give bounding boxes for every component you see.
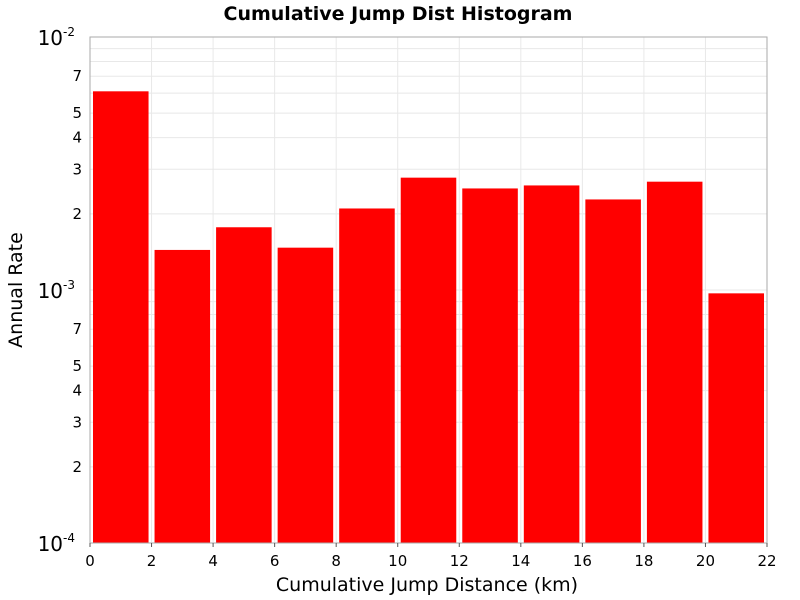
x-tick-label: 4 [208, 552, 218, 570]
x-tick-label: 8 [331, 552, 341, 570]
y-major-tick-label: 10-2 [38, 25, 75, 50]
histogram-bar [154, 249, 211, 543]
plot-border [89, 36, 768, 544]
x-tick-label: 0 [85, 552, 95, 570]
y-major-tick-label: 10-3 [38, 278, 75, 303]
x-tick-label: 16 [573, 552, 592, 570]
chart-title: Cumulative Jump Dist Histogram [224, 3, 573, 25]
histogram-bar [585, 199, 641, 543]
x-tick-label: 20 [696, 552, 715, 570]
y-minor-tick-label: 5 [72, 357, 82, 375]
x-tick-label: 18 [634, 552, 653, 570]
x-tick-label: 14 [511, 552, 530, 570]
x-axis-label: Cumulative Jump Distance (km) [276, 574, 578, 596]
histogram-bar [708, 293, 764, 543]
histogram-bar [462, 188, 518, 543]
bars [93, 91, 764, 544]
histogram-bar [277, 247, 334, 544]
x-tick-label: 6 [270, 552, 280, 570]
y-minor-tick-label: 4 [72, 382, 82, 400]
y-axis-ticks: 10-4 10-3 10-2 2 3 4 5 7 2 3 4 5 7 [38, 25, 82, 556]
y-minor-tick-label: 5 [72, 104, 82, 122]
histogram-bar [646, 181, 703, 544]
x-tick-label: 22 [757, 552, 776, 570]
x-tick-label: 10 [388, 552, 407, 570]
y-major-tick-label: 10-4 [38, 531, 75, 556]
y-minor-tick-label: 2 [72, 458, 82, 476]
y-minor-tick-label: 7 [72, 67, 82, 85]
y-minor-tick-label: 4 [72, 129, 82, 147]
histogram-bar [93, 91, 149, 543]
x-tick-label: 2 [147, 552, 157, 570]
y-minor-tick-label: 3 [72, 413, 82, 431]
x-axis-ticks: 0 2 4 6 8 10 12 14 16 18 20 22 [85, 543, 777, 570]
y-minor-tick-label: 7 [72, 320, 82, 338]
histogram-bar [216, 227, 272, 543]
y-axis-label: Annual Rate [5, 232, 27, 348]
y-minor-tick-label: 3 [72, 160, 82, 178]
histogram-bar [339, 208, 395, 543]
histogram-bar [523, 185, 580, 543]
histogram-bar [400, 177, 457, 543]
plot-frame [89, 36, 768, 544]
y-minor-tick-label: 2 [72, 205, 82, 223]
x-tick-label: 12 [450, 552, 469, 570]
